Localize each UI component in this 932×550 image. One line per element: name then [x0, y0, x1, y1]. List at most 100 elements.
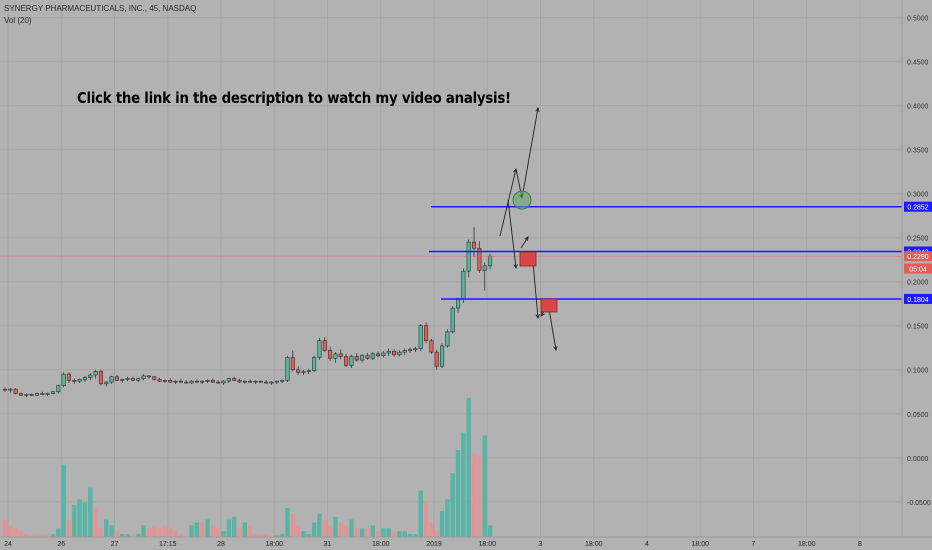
candle-body [301, 371, 306, 373]
arrow-line [507, 199, 517, 269]
trend-drawings[interactable] [499, 106, 558, 352]
time-tick-label: 18:00 [691, 541, 709, 548]
volume-bar [397, 531, 402, 537]
volume-bar [253, 534, 258, 537]
candle-body [333, 353, 338, 359]
candle-body [109, 376, 114, 383]
candle-body [2, 388, 8, 391]
time-tick-label: 7 [752, 541, 756, 548]
annotation-text[interactable]: Click the link in the description to wat… [77, 89, 511, 107]
arrow-line [521, 107, 539, 199]
volume-bar [482, 435, 487, 537]
volume-bar [221, 531, 226, 537]
volume-bar [184, 535, 189, 537]
time-tick-label: 28 [217, 541, 225, 548]
grid [0, 0, 902, 537]
symbol-title: SYNERGY PHARMACEUTICALS, INC., 45, NASDA… [4, 4, 197, 13]
arrow-head [535, 314, 540, 320]
price-tick-label: 0.2500 [907, 236, 929, 243]
volume-bar [477, 455, 482, 537]
candle-body [173, 380, 178, 383]
volume-bar [205, 519, 210, 537]
volume-bar [295, 525, 301, 537]
time-tick-label: 3 [539, 541, 543, 548]
volume-bar [8, 525, 13, 537]
volume-bar [247, 525, 253, 537]
volume-bar [471, 452, 477, 537]
volume-bar [391, 531, 397, 537]
volume-bar [72, 505, 77, 537]
candle-body [487, 255, 493, 267]
candle-body [258, 380, 263, 383]
volume-bar [461, 432, 466, 537]
volume-bar [402, 531, 407, 537]
price-tick-label: 0.3000 [907, 192, 929, 199]
volume-bar [375, 531, 381, 537]
price-label-text: 05:04 [909, 267, 927, 274]
candle-body [360, 355, 365, 361]
price-label-text: 0.2290 [907, 254, 929, 261]
volume-bar [386, 528, 391, 537]
arrow-head [524, 236, 529, 242]
volume-bar [301, 531, 306, 537]
volume-bar [130, 534, 136, 537]
volume-bar [136, 534, 141, 537]
candle-body [221, 380, 226, 384]
candle-body [120, 379, 125, 381]
volume-bar [311, 522, 317, 537]
volume-bar [487, 525, 493, 537]
volume-bar [290, 513, 296, 537]
candle-body [392, 350, 397, 356]
volume-bar [455, 450, 461, 537]
volume-bar [413, 534, 418, 537]
candle-body [98, 371, 103, 385]
candle-body [194, 380, 199, 383]
candle-body [184, 381, 189, 384]
price-label-resistance-high [904, 201, 932, 212]
time-tick-label: 27 [111, 541, 119, 548]
volume-bar [333, 516, 338, 537]
volume-bar [120, 534, 125, 537]
candle-body [168, 380, 173, 383]
volume-bar [114, 531, 120, 537]
volume-bar [285, 508, 290, 537]
candle-body [450, 307, 455, 333]
volume-bar [56, 528, 61, 537]
volume-bar [216, 528, 221, 537]
candle-body [285, 357, 290, 381]
volume-bar [18, 531, 24, 537]
volume-bar [445, 499, 450, 537]
candle-body [455, 299, 461, 309]
candle-body [418, 325, 423, 349]
volume-bars [2, 397, 493, 537]
candle-body [312, 357, 317, 371]
volume-bar [263, 534, 269, 537]
volume-bar [125, 534, 130, 537]
horizontal-levels[interactable] [0, 205, 902, 300]
volume-bar [24, 534, 29, 537]
volume-bar [466, 397, 471, 537]
candle-body [344, 356, 349, 366]
time-tick-label: 18:00 [585, 541, 603, 548]
candle-body [61, 373, 66, 386]
volume-bar [258, 534, 264, 537]
candle-body [274, 380, 279, 383]
volume-bar [237, 528, 242, 537]
candle-body [466, 241, 471, 272]
candle-body [290, 357, 295, 371]
candle-body [146, 375, 151, 378]
candle-body [125, 378, 130, 380]
arrow-head [540, 311, 545, 317]
candle-body [482, 265, 487, 271]
time-tick-label: 26 [57, 541, 65, 548]
volume-bar [274, 535, 280, 537]
volume-bar [13, 528, 18, 537]
volume-bar [173, 531, 178, 537]
candle-body [40, 393, 45, 395]
volume-indicator-label[interactable]: Vol (20) [4, 16, 32, 25]
arrow-head [513, 264, 518, 270]
candle-body [322, 340, 327, 351]
candle-body [72, 380, 77, 382]
